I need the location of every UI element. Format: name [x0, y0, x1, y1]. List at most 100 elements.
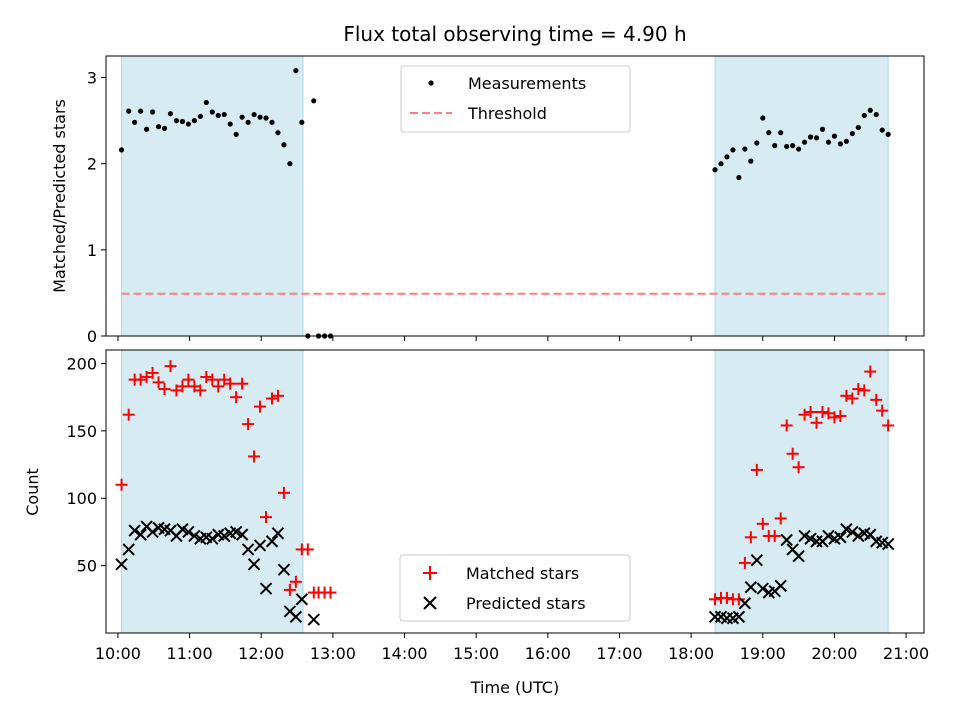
measurement-point-11: [185, 121, 191, 127]
predicted-point-26: [271, 527, 285, 540]
predicted-point-29: [289, 610, 303, 624]
matched-point-3: [134, 373, 147, 386]
measurement-point-39: [730, 147, 736, 153]
measurement-point-61: [861, 112, 867, 119]
measurement-point-59: [849, 130, 855, 137]
matched-point-24: [260, 511, 273, 524]
matched-point-62: [864, 365, 877, 378]
measurement-point-32: [311, 98, 317, 104]
measurement-point-36: [712, 167, 718, 173]
measurement-point-3: [138, 108, 144, 114]
top-legend-frame: [400, 65, 631, 133]
predicted-point-38: [744, 580, 758, 594]
matched-point-25: [265, 392, 278, 405]
bottom-ytick-label-1: 100: [66, 489, 97, 508]
predicted-point-1: [122, 543, 135, 556]
count-points: [115, 360, 895, 626]
predicted-point-30: [295, 593, 309, 606]
predicted-point-43: [774, 579, 787, 593]
measurement-point-42: [748, 158, 754, 164]
matched-point-36: [709, 593, 722, 606]
measurement-point-50: [796, 146, 802, 152]
measurement-point-27: [281, 142, 287, 148]
measurement-point-54: [819, 126, 826, 132]
top-x-ticks: [117, 336, 907, 341]
measurement-point-18: [227, 121, 233, 127]
predicted-point-23: [253, 539, 267, 552]
chart-title: Flux total observing time = 4.90 h: [343, 22, 686, 46]
measurement-point-44: [760, 115, 766, 121]
predicted-point-37: [738, 597, 752, 610]
predicted-point-27: [277, 563, 291, 576]
top-ytick-label-0: 0: [87, 327, 97, 346]
measurement-point-63: [873, 111, 879, 118]
xtick-label-8: 18:00: [668, 644, 714, 663]
xtick-label-11: 21:00: [883, 644, 929, 663]
matched-point-26: [271, 389, 284, 402]
matched-point-52: [804, 405, 817, 418]
predicted-point-36: [732, 610, 746, 624]
shaded-interval-0: [121, 349, 304, 634]
top-plot-frame: [105, 55, 925, 337]
matched-point-28: [283, 583, 296, 596]
legend-measurements-label: Measurements: [468, 74, 586, 93]
matched-point-0: [115, 478, 128, 491]
xtick-label-5: 15:00: [453, 644, 499, 663]
matched-point-20: [236, 377, 249, 390]
xtick-label-4: 14:00: [381, 644, 427, 663]
matched-point-27: [277, 486, 290, 499]
matched-point-23: [254, 400, 267, 413]
bottom-ytick-label-3: 200: [66, 354, 97, 373]
measurement-point-57: [837, 141, 844, 147]
top-y-axis: 0 1 2 3: [87, 69, 106, 346]
matched-point-18: [224, 377, 237, 390]
matched-point-58: [840, 389, 853, 402]
measurement-point-6: [155, 124, 162, 130]
measurement-point-43: [754, 140, 760, 146]
matched-point-5: [146, 366, 159, 379]
matched-point-51: [798, 408, 811, 421]
matched-point-35: [324, 586, 337, 599]
measurement-point-52: [807, 134, 814, 140]
matched-point-40: [732, 593, 745, 606]
predicted-point-46: [792, 549, 805, 563]
legend-matched-marker: [423, 566, 437, 580]
measurement-point-23: [257, 114, 263, 120]
matched-point-47: [774, 512, 787, 525]
predicted-point-5: [146, 525, 159, 539]
matched-point-56: [828, 411, 841, 424]
measurement-point-24: [263, 115, 269, 121]
measurement-point-8: [167, 111, 174, 117]
measurement-point-29: [293, 68, 299, 74]
measurement-point-0: [118, 147, 125, 153]
bottom-y-axis-label: Count: [23, 468, 42, 516]
matched-point-43: [750, 463, 763, 476]
measurement-point-48: [784, 143, 790, 150]
matched-point-44: [756, 517, 769, 530]
measurement-point-20: [239, 114, 245, 120]
matched-point-42: [744, 531, 757, 544]
matched-point-16: [212, 380, 225, 393]
matched-point-48: [780, 419, 793, 432]
matched-point-61: [858, 384, 871, 397]
legend-threshold-label: Threshold: [467, 104, 547, 123]
measurement-point-4: [144, 126, 150, 132]
matched-point-50: [792, 461, 805, 474]
matched-point-64: [876, 404, 889, 417]
matched-point-22: [248, 450, 261, 463]
matched-point-60: [852, 383, 865, 396]
bottom-plot-frame: [105, 349, 925, 634]
matched-point-13: [194, 384, 207, 397]
matched-point-49: [786, 447, 799, 460]
predicted-point-53: [834, 531, 847, 544]
matched-point-15: [206, 373, 219, 386]
measurement-point-40: [736, 174, 742, 181]
top-ytick-label-2: 2: [87, 155, 97, 174]
measurement-point-60: [855, 124, 861, 131]
matched-point-8: [164, 360, 177, 373]
xtick-label-9: 19:00: [740, 644, 786, 663]
matched-point-29: [289, 575, 302, 588]
bottom-y-axis: 50 100 150 200: [66, 354, 106, 576]
matched-point-57: [834, 410, 847, 423]
measurement-point-22: [251, 111, 257, 118]
